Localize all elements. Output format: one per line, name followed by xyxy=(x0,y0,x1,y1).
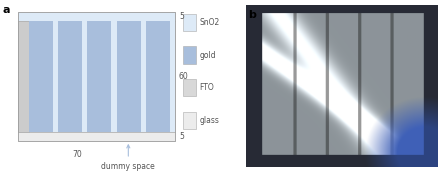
Text: b: b xyxy=(247,10,255,20)
Bar xyxy=(140,21,145,132)
Text: gold: gold xyxy=(199,51,215,60)
Bar xyxy=(18,21,175,132)
Text: 60: 60 xyxy=(179,72,188,81)
Bar xyxy=(18,12,175,141)
Bar xyxy=(58,21,82,132)
Bar xyxy=(53,21,58,132)
Text: glass: glass xyxy=(199,116,219,125)
Bar xyxy=(182,14,196,31)
Bar xyxy=(145,21,170,132)
Bar xyxy=(182,79,196,96)
Text: a: a xyxy=(3,5,10,15)
Bar xyxy=(18,132,175,141)
Bar xyxy=(29,21,53,132)
Text: dummy space: dummy space xyxy=(101,145,155,171)
Bar xyxy=(111,21,117,132)
Bar xyxy=(82,21,87,132)
Text: 5: 5 xyxy=(179,12,184,21)
Bar xyxy=(182,112,196,129)
Bar xyxy=(18,12,175,21)
Bar xyxy=(182,46,196,64)
Bar xyxy=(117,21,140,132)
Bar xyxy=(18,21,29,132)
Text: SnO2: SnO2 xyxy=(199,18,219,27)
Bar xyxy=(87,21,111,132)
Text: FTO: FTO xyxy=(199,83,214,92)
Text: 5: 5 xyxy=(179,132,184,141)
Bar xyxy=(170,21,175,132)
Text: 70: 70 xyxy=(72,150,82,159)
